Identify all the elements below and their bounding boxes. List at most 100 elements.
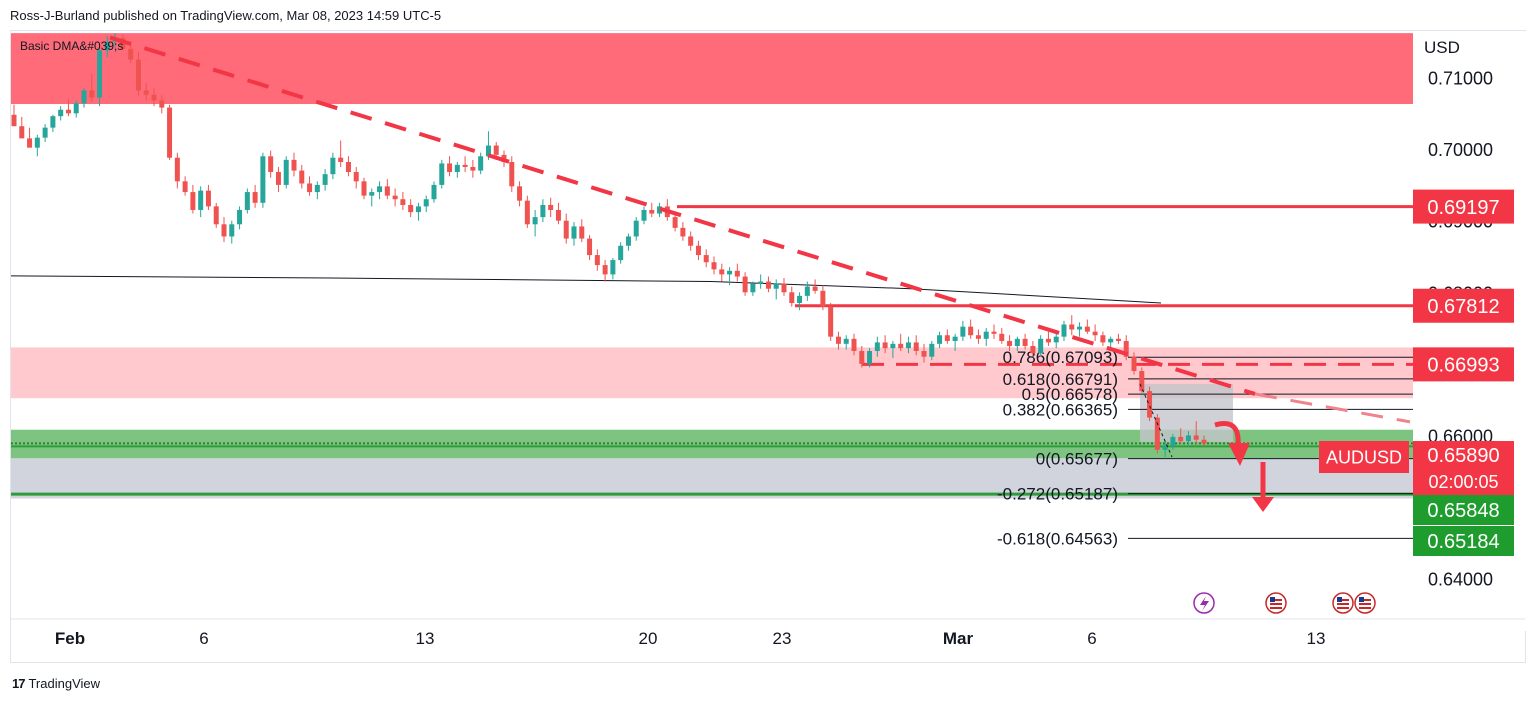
candle-body [307, 183, 313, 193]
candle-body [283, 159, 289, 185]
candle [905, 336, 911, 354]
candle [408, 199, 414, 218]
candle-body [190, 192, 196, 210]
candle-body [1131, 356, 1137, 372]
candle-body [135, 59, 141, 91]
candle [657, 202, 663, 218]
candle [1077, 322, 1083, 337]
fib-label: 0.786(0.67093) [1003, 348, 1118, 367]
candle-body [1077, 326, 1083, 330]
candle [1185, 431, 1191, 447]
candle [563, 213, 569, 244]
candle [65, 99, 71, 117]
fibonacci-layer: 0.786(0.67093) 0.618(0.66791)0.5(0.66578)… [997, 348, 1413, 548]
candle-body [563, 220, 569, 239]
last-price-label: 0.65890 [1413, 441, 1514, 469]
candle-body [540, 204, 546, 218]
candle [867, 348, 873, 368]
candle [509, 156, 515, 193]
candle [97, 48, 103, 107]
candle-body [415, 206, 421, 213]
candle-body [174, 157, 180, 182]
candle [898, 333, 904, 351]
candle-body [384, 186, 390, 196]
downtrend-line [109, 35, 1256, 396]
price-chart[interactable]: 0.786(0.67093) 0.618(0.66791)0.5(0.66578)… [0, 0, 1536, 670]
candle-body [509, 162, 515, 187]
candle [104, 36, 110, 58]
candle [268, 150, 274, 178]
candle-body [828, 306, 834, 337]
candle [1092, 324, 1098, 341]
lightning-event-icon [1193, 592, 1215, 614]
price-tick: 0.64000 [1428, 570, 1493, 590]
candle-body [322, 174, 328, 185]
candle-body [1038, 338, 1044, 354]
candle [1045, 331, 1051, 346]
candle-body [618, 245, 624, 261]
candle-body [34, 137, 40, 148]
time-tick: 13 [416, 629, 435, 648]
price-label-65848: 0.65848 [1413, 495, 1514, 525]
candle [275, 167, 281, 193]
candle-body [260, 156, 266, 203]
candle [260, 152, 266, 208]
price-tick: 0.70000 [1428, 140, 1493, 160]
candle [913, 335, 919, 356]
candle-body [73, 103, 79, 114]
events-layer [1193, 592, 1376, 614]
candle [765, 276, 771, 293]
candle-body [11, 114, 17, 127]
candle [835, 331, 841, 350]
candle [983, 328, 989, 346]
candle [27, 127, 33, 148]
footer[interactable]: 17 TradingView [12, 676, 100, 691]
candle-body [579, 226, 585, 239]
candle [851, 333, 857, 356]
candle [548, 197, 554, 218]
candle-body [804, 286, 810, 296]
candle-body [299, 170, 305, 184]
candle-body [58, 109, 64, 117]
candle [299, 164, 305, 189]
candle-body [19, 126, 25, 139]
candle [291, 152, 297, 177]
candle-body [983, 331, 989, 339]
candle-body [27, 138, 33, 148]
candle-body [703, 255, 709, 263]
candle [159, 95, 165, 114]
candle [929, 340, 935, 361]
candle [198, 186, 204, 218]
candle-body [198, 190, 204, 210]
currency-label: USD [1424, 38, 1460, 57]
candle [952, 333, 958, 351]
candle-body [610, 260, 616, 275]
candle [174, 152, 180, 189]
lightning-bolt [1200, 596, 1209, 611]
candle-body [369, 192, 375, 196]
candle-body [1022, 338, 1028, 346]
candle [1115, 333, 1121, 344]
candle [89, 73, 95, 102]
candle-body [408, 204, 414, 213]
candle [734, 263, 740, 282]
indicator-label[interactable]: Basic DMA&#039;s [20, 39, 123, 53]
price-label-66993-bg [1413, 347, 1514, 382]
candle [633, 217, 639, 241]
candle [1147, 386, 1153, 422]
candle [975, 329, 981, 344]
candle [454, 162, 460, 178]
candle-body [229, 224, 235, 237]
candle [58, 106, 64, 121]
candle-body [719, 269, 725, 275]
moving-average-layer [10, 275, 1162, 304]
candle [81, 88, 87, 108]
candle-body [859, 350, 865, 364]
candle [42, 124, 48, 142]
candle-body [657, 206, 663, 214]
candle [314, 181, 320, 200]
candle-body [1178, 436, 1184, 442]
price-tick: 0.71000 [1428, 69, 1493, 89]
candle-body [524, 200, 530, 225]
candle [1038, 335, 1044, 357]
